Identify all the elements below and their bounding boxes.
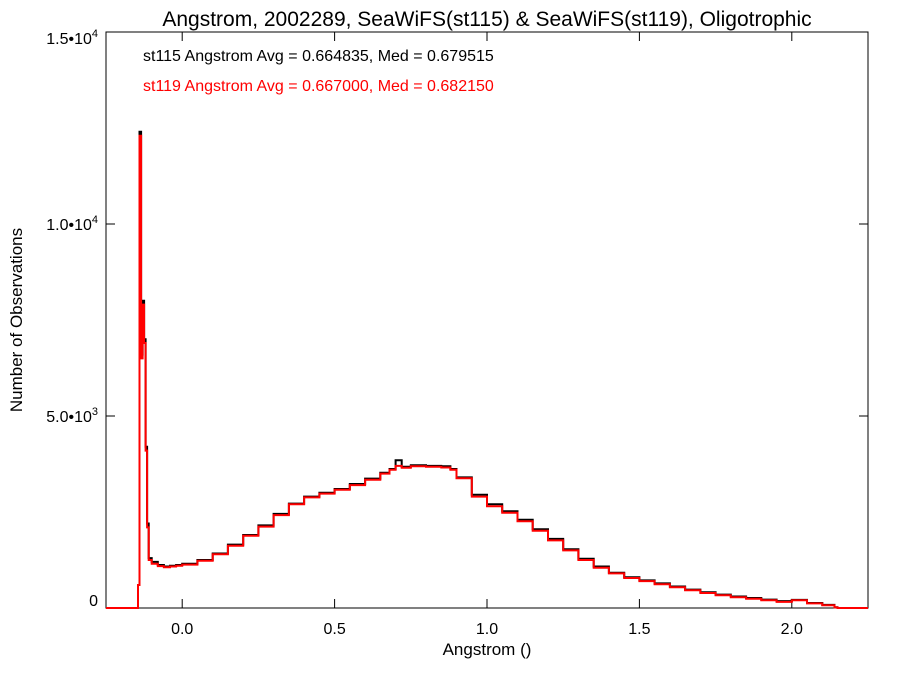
y-axis-label: Number of Observations: [7, 228, 26, 412]
x-tick-label: 0.0: [171, 621, 193, 638]
plot-frame: [105, 31, 869, 609]
x-tick-label: 1.0: [476, 621, 498, 638]
chart-title: Angstrom, 2002289, SeaWiFS(st115) & SeaW…: [162, 8, 811, 31]
x-tick-label: 0.5: [323, 621, 345, 638]
annotation-st119: st119 Angstrom Avg = 0.667000, Med = 0.6…: [143, 78, 494, 95]
y-tick-label: 1.0•104: [46, 214, 98, 234]
y-tick-label: 0: [89, 593, 98, 610]
x-axis-label: Angstrom (): [443, 640, 532, 659]
series-st119-line: [106, 134, 868, 609]
x-tick-label: 1.5: [628, 621, 650, 638]
series-layer: [106, 130, 868, 609]
x-tick-label: 2.0: [781, 621, 803, 638]
y-tick-label: 5.0•103: [46, 406, 98, 426]
y-axis-ticks: 0 5.0•103 1.0•104 1.5•104: [46, 28, 868, 610]
y-tick-label: 1.5•104: [46, 28, 98, 48]
series-st115-line: [106, 130, 868, 609]
x-axis-ticks: 0.0 0.5 1.0 1.5 2.0: [171, 32, 803, 638]
annotation-st115: st115 Angstrom Avg = 0.664835, Med = 0.6…: [143, 48, 494, 65]
